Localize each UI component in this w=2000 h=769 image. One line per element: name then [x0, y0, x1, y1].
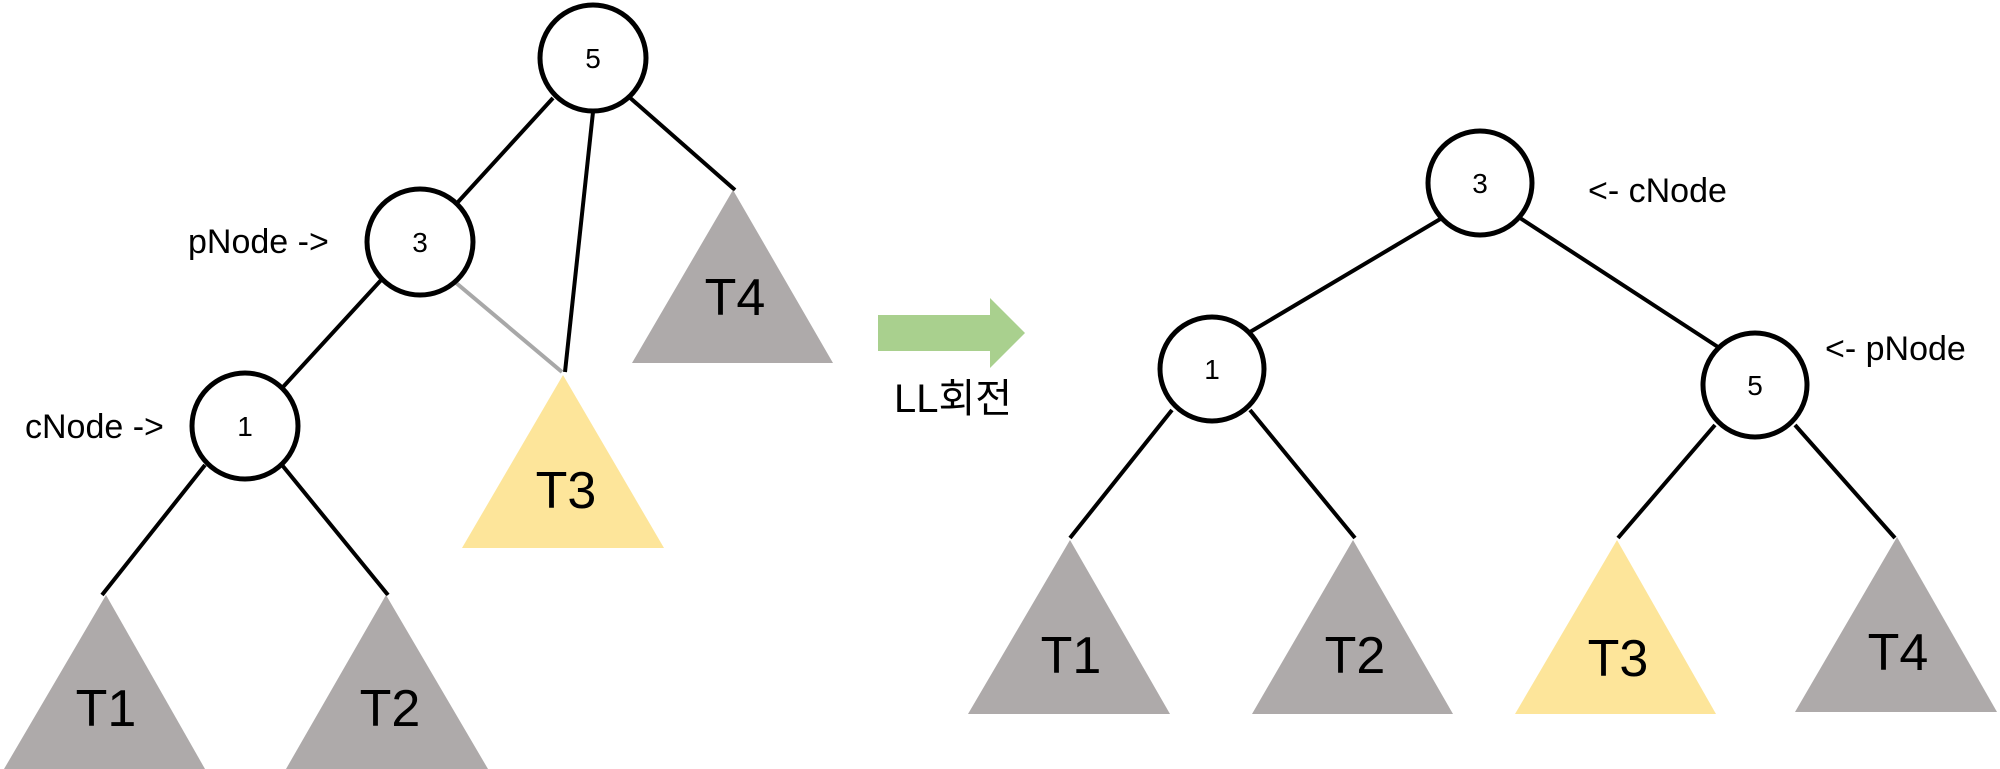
edge-5-to-t3-after: [1616, 423, 1717, 540]
edge-1-to-t1: [100, 463, 207, 597]
after-node-root-value: 3: [1472, 168, 1488, 199]
edge-3-to-1: [281, 276, 385, 389]
after-tree: T1 T2 T3 T4 3 1 5 <- cNode <- pNode: [968, 128, 1997, 714]
before-node-mid-value: 3: [412, 227, 428, 258]
before-subtree-t1: [4, 595, 205, 769]
edge-3-to-t3-gray: [453, 280, 564, 374]
before-cnode-label: cNode ->: [25, 408, 164, 446]
after-node-root: 3: [1425, 128, 1535, 238]
before-subtree-t4: [632, 190, 833, 363]
before-pnode-label: pNode ->: [188, 223, 329, 261]
after-node-right-value: 5: [1747, 370, 1763, 401]
edge-5-to-t3: [563, 111, 595, 373]
edge-1-to-t1-after: [1068, 408, 1174, 540]
after-pnode-label: <- pNode: [1825, 330, 1966, 368]
after-subtree-t3: [1515, 540, 1716, 714]
edge-1-to-t2-after: [1248, 408, 1357, 540]
after-subtree-t3-label: T3: [1588, 630, 1649, 688]
edge-5-to-t4: [626, 94, 737, 192]
rotation-arrow: LL회전: [878, 298, 1025, 421]
before-subtree-t3: [462, 375, 664, 548]
before-node-root: 5: [537, 2, 649, 114]
after-subtree-t1: [968, 540, 1170, 714]
after-subtree-t4-label: T4: [1868, 624, 1929, 682]
before-subtree-t1-label: T1: [76, 680, 137, 738]
before-node-low-value: 1: [237, 411, 253, 442]
edge-3-to-5-after: [1518, 216, 1720, 349]
before-node-mid: 3: [364, 186, 476, 298]
right-arrow-icon: [878, 298, 1025, 368]
after-node-right: 5: [1700, 330, 1810, 440]
before-subtree-t2-label: T2: [360, 680, 421, 738]
edge-3-to-1-after: [1248, 216, 1444, 334]
edge-5-to-3: [456, 96, 555, 204]
after-node-left-value: 1: [1204, 354, 1220, 385]
before-tree: T1 T2 T3 T4 5 3 1 pNode -> cNode ->: [4, 2, 833, 769]
before-subtree-t4-label: T4: [705, 269, 766, 327]
after-subtree-t1-label: T1: [1041, 627, 1102, 685]
before-node-root-value: 5: [585, 43, 601, 74]
before-subtree-t2: [286, 595, 488, 769]
rotation-label: LL회전: [894, 377, 1012, 421]
edge-1-to-t2: [280, 463, 390, 597]
after-subtree-t4: [1795, 537, 1997, 712]
before-node-low: 1: [189, 370, 301, 482]
after-cnode-label: <- cNode: [1588, 172, 1727, 210]
edge-5-to-t4-after: [1793, 423, 1897, 540]
after-subtree-t2-label: T2: [1325, 627, 1386, 685]
after-subtree-t2: [1252, 540, 1453, 714]
before-subtree-t3-label: T3: [536, 462, 597, 520]
after-node-left: 1: [1157, 314, 1267, 424]
